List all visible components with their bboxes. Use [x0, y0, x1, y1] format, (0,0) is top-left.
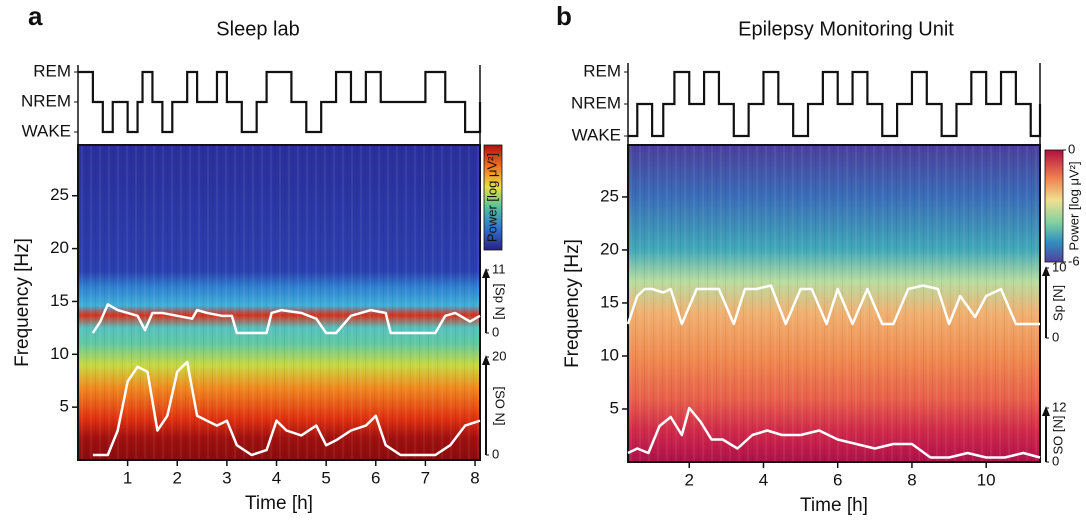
count-axis-arrow	[482, 268, 490, 278]
x-tick-label: 10	[977, 470, 996, 489]
y-tick-label: 25	[600, 186, 619, 205]
colorbar-tick-label: -6	[1068, 253, 1080, 268]
hypnogram-tick-label: NREM	[571, 93, 621, 112]
y-tick-label: 15	[50, 291, 69, 310]
hypnogram-tick-label: NREM	[21, 91, 71, 110]
count-tick-label: 0	[492, 324, 499, 339]
count-axis-label: Sp [N]	[1050, 285, 1065, 321]
count-tick-label: 12	[1052, 399, 1066, 414]
chart-title: Sleep lab	[216, 18, 299, 40]
count-axis-label: SO [N]	[1050, 415, 1065, 454]
hypnogram-line	[628, 70, 1042, 138]
slow_oscillations-line	[627, 406, 1041, 459]
colorbar-label: Power [log μV²]	[1066, 161, 1081, 250]
x-tick-label: 1	[123, 468, 132, 487]
y-tick-label: 5	[60, 397, 69, 416]
panel-label: b	[556, 1, 572, 31]
y-tick-label: 5	[610, 398, 619, 417]
count-tick-label: 11	[492, 261, 506, 276]
x-tick-label: 8	[470, 468, 479, 487]
x-axis-label: Time [h]	[245, 493, 313, 514]
hypnogram-tick-label: WAKE	[22, 121, 71, 140]
count-tick-label: 20	[492, 348, 506, 363]
hypnogram-tick-label: WAKE	[572, 125, 621, 144]
x-tick-label: 6	[833, 470, 842, 489]
x-tick-label: 5	[321, 468, 330, 487]
y-tick-label: 15	[600, 292, 619, 311]
count-axis-label: [Sp N]	[493, 283, 508, 319]
hypnogram-tick-label: REM	[583, 61, 621, 80]
colorbar-tick-label: 0	[1068, 141, 1075, 156]
colorbar-label: Power [log μV²]	[484, 153, 499, 242]
count-tick-label: 10	[1052, 259, 1066, 274]
y-axis-label: Frequency [Hz]	[562, 239, 583, 368]
x-tick-label: 3	[222, 468, 231, 487]
y-tick-label: 10	[600, 345, 619, 364]
y-tick-label: 10	[50, 344, 69, 363]
count-axis-arrow	[1042, 266, 1050, 276]
hypnogram-tick-label: REM	[33, 61, 71, 80]
y-tick-label: 25	[50, 185, 69, 204]
chart-title: Epilepsy Monitoring Unit	[738, 18, 954, 40]
x-tick-label: 6	[371, 468, 380, 487]
y-tick-label: 20	[50, 238, 69, 257]
spectrogram-texture	[78, 145, 480, 460]
panel-label: a	[28, 1, 43, 31]
count-tick-label: 0	[492, 446, 499, 461]
count-axis-arrow	[482, 355, 490, 365]
plot-frame	[77, 144, 481, 461]
x-tick-label: 8	[907, 470, 916, 489]
colorbar	[1044, 149, 1064, 263]
y-tick-label: 20	[600, 239, 619, 258]
slow_oscillations-line	[92, 360, 481, 457]
y-axis-label: Frequency [Hz]	[12, 238, 33, 367]
x-tick-label: 4	[272, 468, 281, 487]
x-tick-label: 2	[685, 470, 694, 489]
spindles-line	[91, 303, 481, 335]
colorbar	[483, 144, 503, 251]
count-axis-label: [SO N]	[493, 386, 508, 425]
count-tick-label: 0	[1052, 453, 1059, 468]
hypnogram-line	[78, 70, 482, 134]
count-tick-label: 0	[1052, 329, 1059, 344]
x-tick-label: 7	[421, 468, 430, 487]
x-tick-label: 4	[759, 470, 768, 489]
count-axis-arrow	[1042, 406, 1050, 416]
x-tick-label: 2	[173, 468, 182, 487]
spindles-line	[626, 284, 1040, 326]
x-axis-label: Time [h]	[800, 495, 868, 516]
